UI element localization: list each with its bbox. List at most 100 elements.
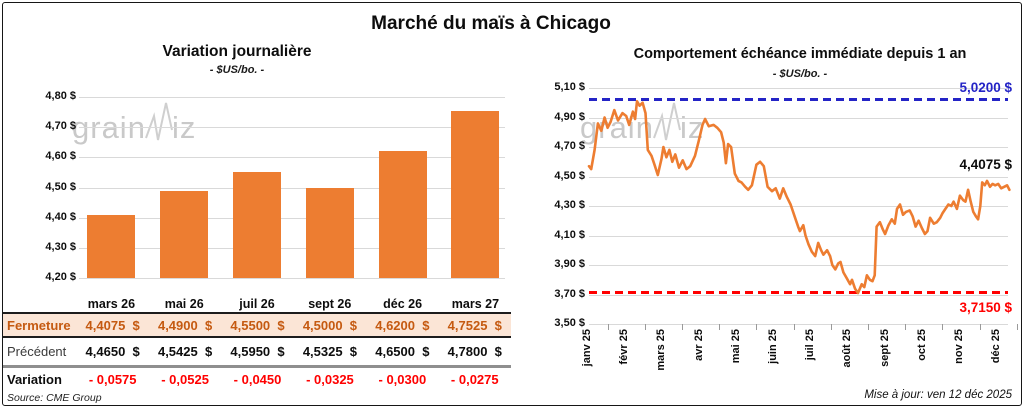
- x-axis-tick: [682, 324, 683, 330]
- line-chart-title: Comportement échéance immédiate depuis 1…: [633, 46, 967, 62]
- table-row: Précédent 4,4650 $ 4,5425 $ 4,5950 $ 4,5325 …: [3, 340, 511, 363]
- grainwiz-watermark: grain iz: [580, 100, 704, 143]
- x-axis-label: déc 25: [990, 329, 1006, 395]
- gridline: [589, 88, 1008, 89]
- watermark-sparkline-icon: [652, 102, 681, 141]
- y-axis-label: 4,20 $: [45, 271, 76, 283]
- x-axis-tick: [1016, 324, 1018, 330]
- table-row: Fermeture 4,4075 $ 4,4900 $ 4,5500 $ 4,5000 …: [3, 312, 511, 338]
- gridline: [589, 117, 1008, 119]
- y-axis-label: 4,70 $: [554, 140, 585, 152]
- table-cell: 4,4650 $: [85, 344, 140, 359]
- y-axis-label: 4,80 $: [45, 90, 76, 102]
- table-row: Variation - 0,0575 - 0,0525 - 0,0450 - 0,032…: [3, 369, 511, 389]
- x-axis-label: févr 25: [618, 329, 634, 395]
- x-axis-tick: [868, 324, 869, 330]
- month-label: mai 26: [164, 297, 204, 311]
- gridline: [589, 147, 1008, 148]
- gridline: [589, 265, 1008, 266]
- x-axis-label-text: mai 25: [729, 329, 742, 364]
- x-axis-label-text: avr 25: [692, 329, 705, 361]
- x-axis-tick: [979, 324, 981, 330]
- x-axis-label-text: févr 25: [618, 329, 631, 365]
- table-cell: 4,5425 $: [157, 344, 213, 359]
- x-axis-label-text: juil 25: [804, 329, 817, 361]
- x-axis-label-text: nov 25: [953, 329, 965, 364]
- bar: [305, 187, 354, 278]
- update-note: Mise à jour: ven 12 déc 2025: [864, 389, 1012, 401]
- bar-chart-subtitle: - $US/bo. -: [209, 64, 265, 76]
- y-axis-label: 4,90 $: [554, 110, 585, 123]
- bar-chart-title: Variation journalière: [162, 43, 312, 60]
- grainwiz-watermark: grain iz: [72, 100, 196, 143]
- y-axis-label: 4,40 $: [45, 210, 76, 223]
- x-axis-label-text: sept 25: [878, 329, 891, 367]
- table-cell: 4,5950 $: [230, 344, 285, 359]
- table-cell: - 0,0575: [88, 371, 137, 387]
- table-cell: - 0,0300: [378, 371, 427, 387]
- x-axis-label-text: oct 25: [915, 329, 928, 361]
- y-axis-label: 3,50 $: [554, 317, 585, 329]
- x-axis-tick: [830, 324, 832, 330]
- high-dashed-line: [589, 98, 1008, 102]
- month-label: sept 26: [308, 297, 352, 311]
- y-axis-label: 4,60 $: [45, 150, 76, 163]
- gridline: [79, 278, 505, 279]
- y-axis-label: 4,10 $: [554, 228, 585, 241]
- gridline: [589, 235, 1008, 237]
- table-cell: 4,5500 $: [230, 317, 285, 333]
- page-title: Marché du maïs à Chicago: [371, 13, 611, 34]
- x-axis-label-text: juin 25: [767, 329, 779, 364]
- month-label: mars 26: [87, 297, 136, 311]
- table-cell: - 0,0450: [233, 371, 282, 387]
- x-axis-tick: [607, 324, 609, 330]
- y-axis-label: 4,30 $: [45, 240, 76, 253]
- gridline: [589, 324, 1008, 325]
- month-label: juil 26: [239, 297, 275, 311]
- low-dashed-line: [589, 290, 1008, 294]
- x-axis-label: mars 25: [655, 329, 671, 395]
- table-divider: [3, 365, 511, 368]
- row-label: Fermeture: [7, 317, 71, 333]
- last-price-label: 4,4075 $: [959, 157, 1012, 172]
- x-axis-label: nov 25: [953, 329, 969, 395]
- gridline: [79, 247, 505, 249]
- x-axis-label: janv 25: [581, 329, 597, 395]
- table-cell: - 0,0325: [306, 371, 354, 387]
- table-cell: 4,6200 $: [375, 317, 430, 333]
- gridline: [79, 157, 505, 159]
- gridline: [79, 187, 505, 189]
- table-cell: - 0,0275: [450, 371, 499, 387]
- y-axis-label: 3,70 $: [554, 287, 585, 300]
- gridline: [589, 176, 1008, 178]
- bar: [451, 111, 500, 278]
- month-label: déc 26: [383, 297, 423, 311]
- x-axis-label-text: août 25: [841, 329, 854, 368]
- x-axis-label: sept 25: [879, 329, 895, 395]
- bar: [233, 172, 281, 278]
- bar: [160, 190, 209, 278]
- x-axis-label-text: mars 25: [655, 329, 668, 371]
- x-axis-label: mai 25: [730, 329, 746, 395]
- watermark-sparkline-icon: [144, 102, 173, 141]
- x-axis-label: avr 25: [693, 329, 709, 395]
- x-axis-tick: [905, 324, 907, 330]
- bar: [378, 151, 427, 278]
- x-axis-label-text: janv 25: [581, 329, 593, 367]
- table-cell: 4,4900 $: [157, 317, 213, 333]
- y-axis-label: 3,90 $: [554, 258, 585, 270]
- table-cell: 4,5325 $: [302, 344, 358, 359]
- x-axis-tick: [793, 324, 795, 330]
- y-axis-label: 4,70 $: [45, 120, 76, 133]
- y-axis-label: 4,50 $: [554, 169, 585, 182]
- month-label: mars 27: [451, 297, 500, 311]
- table-cell: 4,4075 $: [85, 317, 140, 333]
- x-axis-label: juil 25: [804, 329, 820, 395]
- table-cell: 4,7525 $: [447, 317, 502, 333]
- row-label: Variation: [7, 371, 62, 387]
- table-cell: - 0,0525: [161, 371, 209, 387]
- gridline: [589, 206, 1008, 207]
- gridline: [79, 127, 505, 129]
- x-axis-tick: [644, 324, 646, 330]
